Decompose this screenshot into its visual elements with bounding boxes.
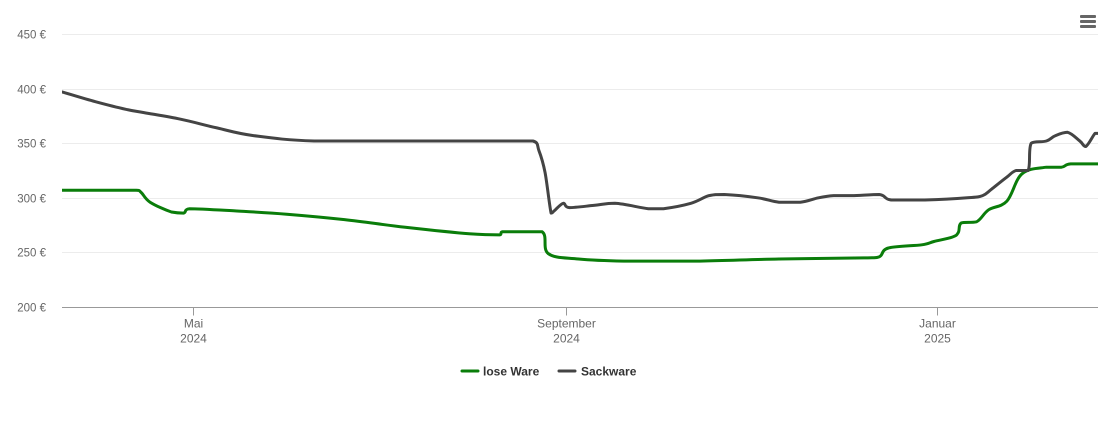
y-tick-label: 450 € xyxy=(17,30,46,42)
grid-lines xyxy=(62,34,1098,253)
y-axis: 200 € 250 € 300 € 350 € 400 € 450 € xyxy=(17,30,46,315)
y-tick-label: 200 € xyxy=(17,303,46,315)
y-tick-label: 350 € xyxy=(17,139,46,151)
y-tick-label: 400 € xyxy=(17,85,46,97)
menu-bar xyxy=(1080,15,1096,18)
legend-item[interactable]: Sackware xyxy=(557,365,637,379)
legend-label: Sackware xyxy=(581,365,637,379)
legend[interactable]: lose Ware Sackware xyxy=(460,365,637,379)
x-tick-year-label: 2025 xyxy=(924,332,951,346)
legend-label: lose Ware xyxy=(483,365,540,379)
menu-bar xyxy=(1080,25,1096,28)
legend-item[interactable]: lose Ware xyxy=(460,365,540,379)
x-tick-label: Mai xyxy=(184,317,203,331)
y-tick-label: 250 € xyxy=(17,248,46,260)
x-tick-year-label: 2024 xyxy=(180,332,207,346)
series-line-lose-ware[interactable] xyxy=(62,162,1098,263)
hamburger-menu-icon[interactable] xyxy=(1074,10,1102,34)
x-tick-label: Januar xyxy=(919,317,956,331)
series-line-sackware[interactable] xyxy=(62,90,1098,215)
x-tick-year-label: 2024 xyxy=(553,332,580,346)
x-tick-label: September xyxy=(537,317,596,331)
y-tick-label: 300 € xyxy=(17,194,46,206)
series-lines xyxy=(62,90,1098,263)
menu-bar xyxy=(1080,20,1096,23)
